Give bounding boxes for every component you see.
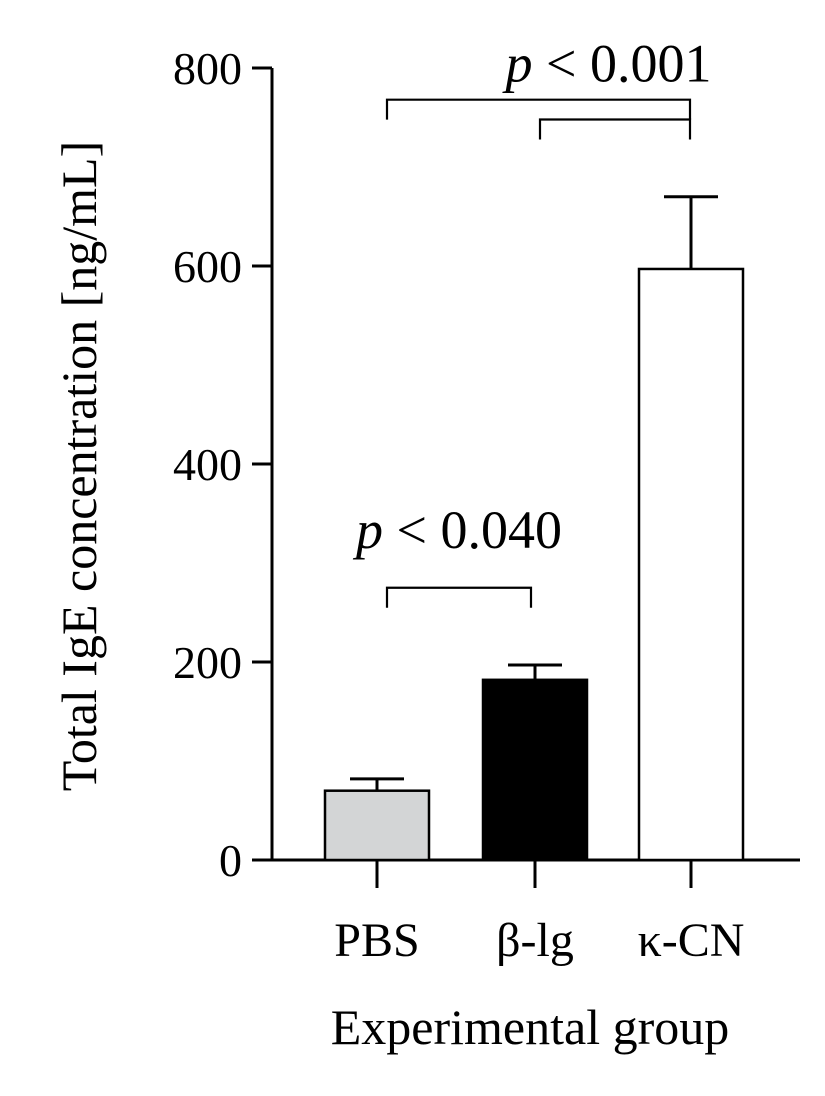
y-tick-label-4: 800 (173, 43, 242, 94)
error-bar-0 (350, 777, 404, 791)
error-bars (350, 195, 718, 791)
bracket-line-1 (385, 98, 692, 120)
x-axis-title: Experimental group (331, 999, 730, 1055)
y-axis-title: Total IgE concentration [ng/mL] (51, 141, 107, 791)
x-tick-label-0: PBS (334, 914, 419, 967)
error-bar-1 (508, 663, 562, 680)
error-bar-2 (664, 195, 718, 269)
significance-bracket-0: p < 0.040 (352, 500, 562, 608)
y-tick-label-3: 600 (173, 241, 242, 292)
y-tick-label-0: 0 (219, 835, 242, 886)
y-tick-label-2: 400 (173, 439, 242, 490)
significance-brackets: p < 0.040 p < 0.001 (352, 34, 711, 608)
significance-bracket-2 (538, 118, 692, 140)
p-value-label-1: p < 0.001 (502, 34, 712, 94)
significance-bracket-1: p < 0.001 (385, 34, 712, 120)
bar-1 (481, 678, 589, 862)
bar-2 (637, 267, 745, 862)
x-tick-label-2: κ-CN (638, 914, 745, 967)
bracket-line-0 (385, 586, 533, 608)
x-ticks: PBS β-lg κ-CN (334, 860, 744, 967)
y-ticks: 0 200 400 600 800 (173, 43, 272, 886)
x-tick-label-1: β-lg (496, 914, 574, 967)
y-tick-label-1: 200 (173, 637, 242, 688)
p-value-label-0: p < 0.040 (352, 500, 562, 560)
bracket-line-2 (538, 118, 692, 140)
bar-0 (323, 789, 431, 862)
bars (323, 267, 745, 862)
